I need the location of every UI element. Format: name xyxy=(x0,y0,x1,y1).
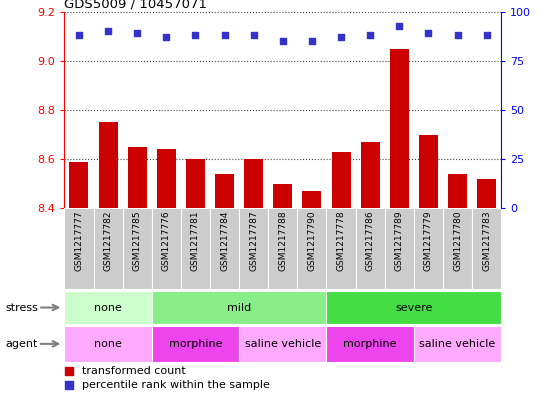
Point xyxy=(104,28,113,35)
Bar xyxy=(326,208,356,289)
Text: GSM1217786: GSM1217786 xyxy=(366,211,375,271)
Bar xyxy=(326,291,501,324)
Text: GSM1217787: GSM1217787 xyxy=(249,211,258,271)
Point xyxy=(278,38,287,44)
Bar xyxy=(273,184,292,208)
Text: GSM1217776: GSM1217776 xyxy=(162,211,171,271)
Text: morphine: morphine xyxy=(169,339,222,349)
Text: GSM1217783: GSM1217783 xyxy=(482,211,491,271)
Bar xyxy=(472,208,501,289)
Text: GSM1217777: GSM1217777 xyxy=(74,211,83,271)
Text: GSM1217782: GSM1217782 xyxy=(104,211,113,271)
Text: none: none xyxy=(94,303,122,312)
Bar xyxy=(181,208,210,289)
Bar xyxy=(477,179,496,208)
Text: GSM1217789: GSM1217789 xyxy=(395,211,404,271)
Bar xyxy=(268,208,297,289)
Text: GSM1217790: GSM1217790 xyxy=(307,211,316,271)
Bar xyxy=(152,326,239,362)
Bar xyxy=(94,208,123,289)
Text: GSM1217785: GSM1217785 xyxy=(133,211,142,271)
Text: transformed count: transformed count xyxy=(82,365,185,376)
Bar xyxy=(239,208,268,289)
Text: saline vehicle: saline vehicle xyxy=(419,339,496,349)
Bar xyxy=(419,135,438,208)
Text: percentile rank within the sample: percentile rank within the sample xyxy=(82,380,270,390)
Point xyxy=(453,32,462,39)
Text: none: none xyxy=(94,339,122,349)
Point xyxy=(162,34,171,40)
Text: morphine: morphine xyxy=(343,339,397,349)
Text: GSM1217784: GSM1217784 xyxy=(220,211,229,271)
Bar xyxy=(414,208,443,289)
Point xyxy=(64,382,73,388)
Point xyxy=(74,32,83,39)
Bar xyxy=(152,291,326,324)
Text: GDS5009 / 10457071: GDS5009 / 10457071 xyxy=(64,0,207,11)
Bar xyxy=(64,291,152,324)
Bar xyxy=(157,149,176,208)
Text: severe: severe xyxy=(395,303,432,312)
Bar xyxy=(448,174,467,208)
Text: saline vehicle: saline vehicle xyxy=(245,339,321,349)
Bar xyxy=(99,122,118,208)
Bar xyxy=(215,174,234,208)
Bar xyxy=(297,208,326,289)
Point xyxy=(191,32,200,39)
Bar xyxy=(128,147,147,208)
Text: GSM1217779: GSM1217779 xyxy=(424,211,433,271)
Bar xyxy=(186,159,205,208)
Text: stress: stress xyxy=(6,303,39,312)
Bar xyxy=(356,208,385,289)
Point xyxy=(424,30,433,37)
Text: GSM1217780: GSM1217780 xyxy=(453,211,462,271)
Text: GSM1217778: GSM1217778 xyxy=(337,211,346,271)
Point xyxy=(366,32,375,39)
Point xyxy=(249,32,258,39)
Bar xyxy=(302,191,321,208)
Point xyxy=(220,32,229,39)
Bar xyxy=(361,142,380,208)
Bar xyxy=(385,208,414,289)
Bar xyxy=(152,208,181,289)
Text: agent: agent xyxy=(6,339,38,349)
Point xyxy=(307,38,316,44)
Text: mild: mild xyxy=(227,303,251,312)
Bar xyxy=(69,162,88,208)
Bar xyxy=(123,208,152,289)
Bar xyxy=(414,326,501,362)
Bar xyxy=(332,152,351,208)
Bar xyxy=(443,208,472,289)
Bar xyxy=(64,208,94,289)
Point xyxy=(64,367,73,374)
Bar xyxy=(64,326,152,362)
Point xyxy=(482,32,491,39)
Text: GSM1217788: GSM1217788 xyxy=(278,211,287,271)
Bar xyxy=(244,159,263,208)
Point xyxy=(395,22,404,29)
Bar xyxy=(210,208,239,289)
Text: GSM1217781: GSM1217781 xyxy=(191,211,200,271)
Bar xyxy=(390,49,409,208)
Point xyxy=(133,30,142,37)
Bar xyxy=(326,326,414,362)
Point xyxy=(337,34,346,40)
Bar xyxy=(239,326,326,362)
